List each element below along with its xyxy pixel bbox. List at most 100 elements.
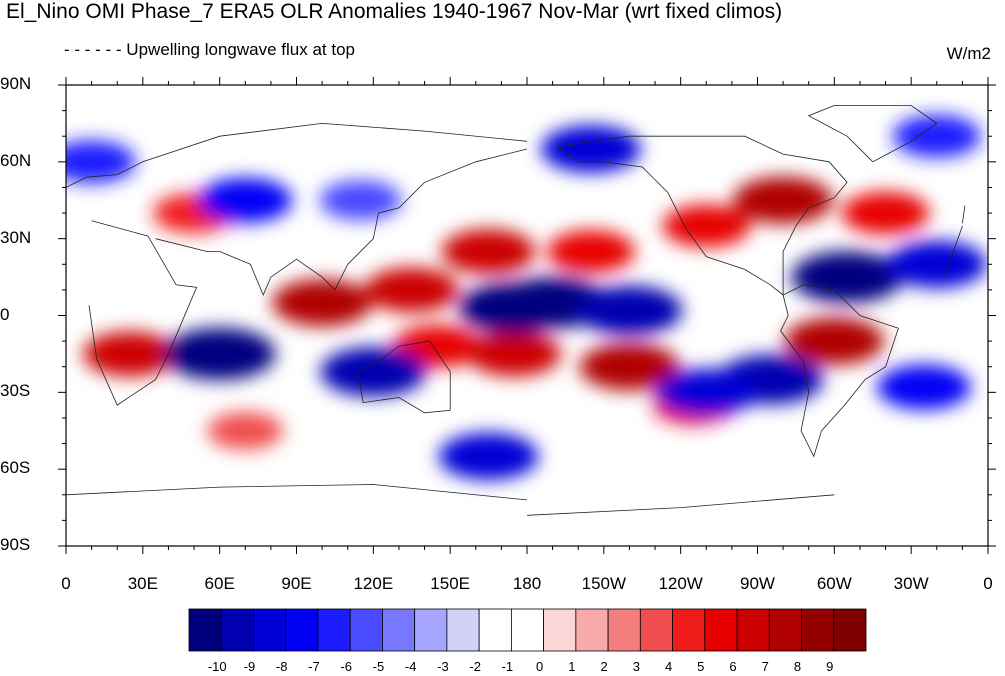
anomaly-region: [163, 327, 276, 380]
longitude-label: 30W: [893, 574, 929, 593]
colorbar-label: -4: [404, 659, 417, 674]
colorbar-swatch: [446, 608, 480, 652]
colorbar-label: 4: [664, 659, 673, 674]
colorbar-swatch: [768, 608, 802, 652]
map-title: El_Nino OMI Phase_7 ERA5 OLR Anomalies 1…: [6, 0, 783, 23]
anomaly-field: [66, 115, 987, 480]
colorbar-label: 6: [729, 659, 737, 674]
longitude-label: 120W: [658, 574, 703, 593]
latitude-label: 30N: [0, 227, 32, 247]
latitude-label: 90N: [0, 74, 32, 93]
colorbar-label: 1: [568, 659, 576, 674]
colorbar-swatch: [478, 608, 512, 652]
coastline: [557, 135, 848, 296]
anomaly-region: [892, 115, 981, 158]
colorbar-label: -6: [340, 659, 352, 674]
coastline: [88, 220, 198, 406]
colorbar-swatch: [382, 608, 416, 652]
colorbar-label: 3: [632, 659, 640, 674]
colorbar-label: 9: [826, 659, 834, 674]
colorbar-swatch: [672, 608, 706, 652]
anomaly-region: [438, 432, 539, 480]
colorbar-swatch: [607, 608, 641, 652]
anomaly-region: [541, 125, 642, 173]
anomaly-region: [320, 347, 427, 397]
colorbar-swatch: [510, 608, 545, 652]
longitude-label: 0: [61, 574, 71, 593]
anomaly-region: [547, 230, 636, 273]
colorbar-swatch: [188, 608, 222, 652]
anomaly-region: [791, 251, 904, 304]
anomaly-region: [662, 204, 751, 248]
latitude-label: 60S: [0, 458, 31, 478]
coastline: [357, 340, 451, 414]
longitude-label: 0: [983, 574, 993, 593]
anomaly-region: [198, 177, 293, 223]
colorbar-swatch: [543, 608, 577, 652]
colorbar-swatch: [736, 608, 770, 652]
coastlines: [66, 105, 966, 516]
anomaly-region: [207, 411, 284, 450]
anomaly-region: [886, 240, 987, 288]
anomaly-region: [83, 331, 178, 377]
coastline: [66, 484, 528, 501]
colorbar-swatch: [349, 608, 383, 652]
longitude-label: 90E: [281, 574, 312, 593]
longitude-label: 60W: [816, 574, 852, 593]
longitude-label: 60E: [204, 574, 235, 593]
longitude-label: 120E: [353, 574, 394, 593]
colorbar-swatch: [285, 608, 319, 652]
colorbar-label: -5: [372, 659, 385, 674]
longitude-label: 150W: [581, 574, 627, 593]
colorbar-swatch: [704, 608, 738, 652]
coastline: [780, 284, 899, 458]
anomaly-region: [66, 140, 136, 184]
latitude-label: 0: [0, 304, 10, 324]
colorbar-swatch: [575, 608, 609, 652]
colorbar-swatch: [220, 608, 254, 652]
colorbar-swatch: [833, 608, 867, 652]
colorbar-swatch: [414, 608, 448, 652]
anomaly-region: [876, 364, 971, 410]
colorbar-label: 2: [600, 659, 608, 674]
anomaly-region: [272, 279, 373, 327]
coastline: [962, 205, 966, 224]
colorbar: [188, 608, 867, 652]
map-subtitle: - - - - - - Upwelling longwave flux at t…: [64, 40, 355, 59]
colorbar-label: -9: [243, 659, 256, 674]
colorbar-label: -1: [501, 659, 514, 674]
latitude-label: 90S: [0, 535, 31, 554]
coastline: [66, 122, 528, 188]
colorbar-label: -10: [207, 659, 227, 674]
axis-ticks: [58, 77, 996, 554]
units-label: W/m2: [946, 44, 991, 63]
anomaly-region: [576, 285, 683, 336]
coastline: [155, 148, 528, 297]
anomaly-region: [319, 180, 402, 221]
colorbar-label: 8: [793, 659, 802, 674]
anomaly-region: [841, 191, 930, 235]
colorbar-swatch: [801, 608, 835, 652]
longitude-label: 30E: [127, 574, 158, 593]
anomaly-region: [784, 317, 885, 365]
anomaly-region: [458, 281, 571, 334]
latitude-label: 60N: [0, 150, 32, 170]
longitude-label: 150E: [430, 574, 470, 593]
colorbar-label: 0: [535, 659, 544, 674]
anomaly-region: [467, 331, 562, 377]
coastline: [944, 225, 963, 278]
colorbar-label: -3: [437, 659, 449, 674]
longitude-label: 90W: [740, 574, 775, 593]
coastline: [807, 105, 938, 163]
colorbar-label: -2: [469, 659, 481, 674]
colorbar-label: 5: [697, 659, 705, 674]
longitude-label: 180: [512, 574, 542, 593]
colorbar-label: -7: [308, 659, 320, 674]
anomaly-region: [579, 343, 680, 391]
latitude-label: 30S: [0, 381, 31, 401]
colorbar-label: -8: [275, 659, 288, 674]
anomaly-region: [733, 176, 834, 224]
colorbar-swatch: [253, 608, 287, 652]
anomaly-region: [656, 368, 757, 416]
